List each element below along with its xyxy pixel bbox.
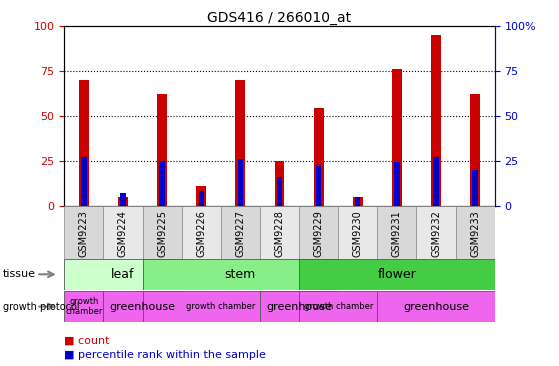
Text: GDS416 / 266010_at: GDS416 / 266010_at [207,11,352,25]
Bar [235,80,245,206]
Bar [118,197,128,206]
Bar [64,259,182,290]
Bar [431,35,441,206]
Text: ■ count: ■ count [64,335,110,346]
Bar [299,291,377,322]
Bar [157,94,167,206]
Bar [355,197,361,206]
Bar [81,157,87,206]
Bar [260,291,338,322]
Bar [314,108,324,206]
Bar [120,193,126,206]
Bar [238,159,243,206]
Text: GSM9230: GSM9230 [353,210,363,257]
Bar [274,161,285,206]
Bar [159,161,165,206]
Text: GSM9227: GSM9227 [235,210,245,257]
Bar [103,291,182,322]
Text: flower: flower [377,268,416,281]
Bar [377,206,416,259]
Text: greenhouse: greenhouse [403,302,469,311]
Bar [79,80,89,206]
Bar [143,206,182,259]
Text: GSM9232: GSM9232 [431,210,441,257]
Bar [277,177,282,206]
Text: GSM9224: GSM9224 [118,210,128,257]
Text: greenhouse: greenhouse [266,302,332,311]
Bar [64,206,103,259]
Bar [316,166,321,206]
Bar [472,170,478,206]
Bar [198,191,204,206]
Text: leaf: leaf [111,268,135,281]
Text: GSM9229: GSM9229 [314,210,324,257]
Text: tissue: tissue [3,269,36,279]
Text: GSM9225: GSM9225 [157,210,167,257]
Bar [143,291,299,322]
Bar [394,163,400,206]
Bar [196,186,206,206]
Bar [377,291,495,322]
Bar [416,206,456,259]
Bar [182,206,221,259]
Bar [353,197,363,206]
Text: ■ percentile rank within the sample: ■ percentile rank within the sample [64,350,266,360]
Bar [260,206,299,259]
Text: GSM9223: GSM9223 [79,210,89,257]
Bar [456,206,495,259]
Text: growth chamber: growth chamber [186,302,255,311]
Text: growth chamber: growth chamber [304,302,373,311]
Text: GSM9226: GSM9226 [196,210,206,257]
Bar [221,206,260,259]
Bar [338,206,377,259]
Bar [299,259,495,290]
Text: stem: stem [225,268,256,281]
Text: GSM9228: GSM9228 [274,210,285,257]
Bar [433,157,439,206]
Bar [103,206,143,259]
Bar [392,69,402,206]
Text: GSM9231: GSM9231 [392,210,402,257]
Text: greenhouse: greenhouse [110,302,176,311]
Bar [64,291,103,322]
Bar [299,206,338,259]
Text: GSM9233: GSM9233 [470,210,480,257]
Text: growth
chamber: growth chamber [65,297,102,316]
Bar [470,94,480,206]
Bar [143,259,338,290]
Text: growth protocol: growth protocol [3,302,79,311]
